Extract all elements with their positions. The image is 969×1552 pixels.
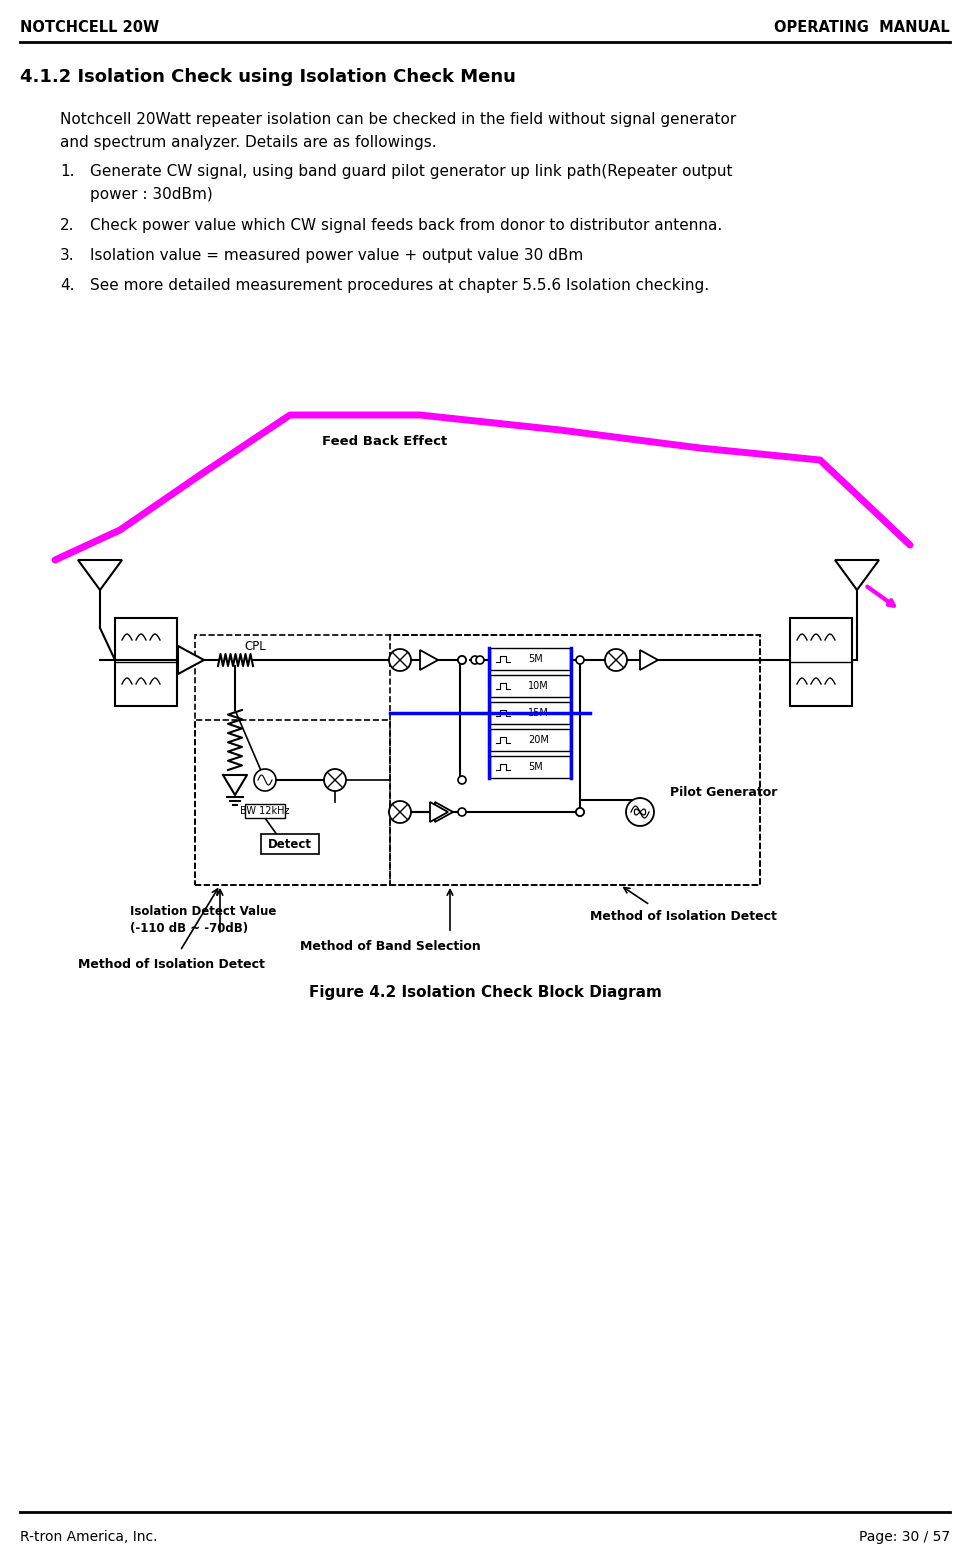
Polygon shape: [429, 802, 448, 823]
Text: Feed Back Effect: Feed Back Effect: [322, 435, 447, 449]
Circle shape: [457, 776, 465, 784]
Polygon shape: [640, 650, 657, 670]
Polygon shape: [834, 560, 878, 590]
Text: 4.: 4.: [60, 278, 75, 293]
Text: 5M: 5M: [527, 762, 543, 771]
Text: Generate CW signal, using band guard pilot generator up link path(Repeater outpu: Generate CW signal, using band guard pil…: [90, 165, 732, 178]
Text: 1.: 1.: [60, 165, 75, 178]
Text: Figure 4.2 Isolation Check Block Diagram: Figure 4.2 Isolation Check Block Diagram: [308, 986, 661, 999]
Text: NOTCHCELL 20W: NOTCHCELL 20W: [20, 20, 159, 36]
Text: Method of Isolation Detect: Method of Isolation Detect: [78, 958, 265, 972]
Polygon shape: [434, 802, 453, 823]
Circle shape: [576, 656, 583, 664]
Circle shape: [625, 798, 653, 826]
Bar: [195, 720, 390, 885]
Text: BW 12kHz: BW 12kHz: [240, 805, 290, 816]
Bar: [489, 756, 570, 778]
Text: (-110 dB ~ -70dB): (-110 dB ~ -70dB): [130, 922, 248, 934]
Bar: [489, 702, 570, 723]
Circle shape: [389, 801, 411, 823]
Circle shape: [254, 768, 276, 792]
Bar: [489, 729, 570, 751]
Bar: [115, 618, 176, 706]
Text: Page: 30 / 57: Page: 30 / 57: [858, 1530, 949, 1544]
Text: and spectrum analyzer. Details are as followings.: and spectrum analyzer. Details are as fo…: [60, 135, 436, 151]
Circle shape: [457, 656, 465, 664]
Text: 3.: 3.: [60, 248, 75, 262]
Bar: [789, 618, 851, 706]
Text: 20M: 20M: [527, 736, 548, 745]
Text: 10M: 10M: [527, 681, 548, 691]
Circle shape: [457, 809, 465, 816]
Text: Method of Isolation Detect: Method of Isolation Detect: [589, 909, 776, 923]
Text: 4.1.2 Isolation Check using Isolation Check Menu: 4.1.2 Isolation Check using Isolation Ch…: [20, 68, 516, 85]
Bar: [195, 635, 760, 885]
Text: See more detailed measurement procedures at chapter 5.5.6 Isolation checking.: See more detailed measurement procedures…: [90, 278, 708, 293]
Text: Method of Band Selection: Method of Band Selection: [299, 941, 480, 953]
Text: Notchcell 20Watt repeater isolation can be checked in the field without signal g: Notchcell 20Watt repeater isolation can …: [60, 112, 735, 127]
Text: 15M: 15M: [527, 708, 548, 719]
Bar: [489, 649, 570, 670]
Circle shape: [389, 649, 411, 670]
Bar: [245, 804, 285, 818]
Circle shape: [457, 656, 465, 664]
Text: Isolation Detect Value: Isolation Detect Value: [130, 905, 276, 917]
Circle shape: [576, 809, 583, 816]
Circle shape: [476, 656, 484, 664]
Circle shape: [471, 656, 479, 664]
Polygon shape: [420, 650, 438, 670]
Text: 5M: 5M: [527, 653, 543, 664]
Bar: [390, 635, 760, 885]
Bar: [489, 675, 570, 697]
Circle shape: [324, 768, 346, 792]
Text: Isolation value = measured power value + output value 30 dBm: Isolation value = measured power value +…: [90, 248, 582, 262]
Text: Pilot Generator: Pilot Generator: [670, 785, 776, 798]
Polygon shape: [78, 560, 122, 590]
Polygon shape: [178, 646, 203, 674]
Text: CPL: CPL: [244, 639, 266, 653]
Circle shape: [576, 809, 583, 816]
Circle shape: [605, 649, 626, 670]
Text: Detect: Detect: [267, 838, 312, 850]
Text: power : 30dBm): power : 30dBm): [90, 186, 212, 202]
Text: OPERATING  MANUAL: OPERATING MANUAL: [773, 20, 949, 36]
FancyBboxPatch shape: [261, 833, 319, 854]
Text: 2.: 2.: [60, 217, 75, 233]
Text: Check power value which CW signal feeds back from donor to distributor antenna.: Check power value which CW signal feeds …: [90, 217, 722, 233]
Text: R-tron America, Inc.: R-tron America, Inc.: [20, 1530, 157, 1544]
